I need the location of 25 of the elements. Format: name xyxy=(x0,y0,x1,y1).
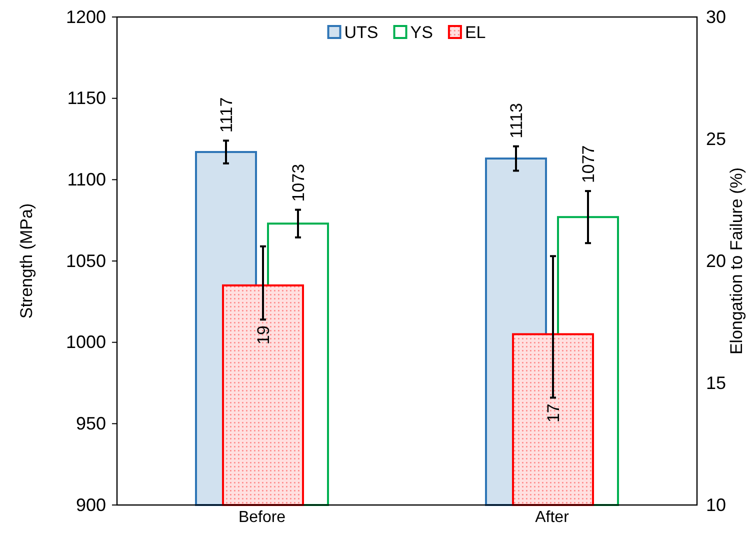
data-label: 19 xyxy=(254,326,273,344)
y-tick-label: 1050 xyxy=(66,250,106,271)
x-tick-label: After xyxy=(535,509,570,526)
y-tick-label: 1200 xyxy=(66,6,106,27)
data-label: 1077 xyxy=(579,145,598,184)
y-tick-label: 1100 xyxy=(67,169,106,190)
y2-tick-label: 25 xyxy=(706,128,726,149)
y-axis-title: Strength (MPa) xyxy=(17,203,36,319)
y-tick-label: 950 xyxy=(76,413,106,434)
data-label: 1073 xyxy=(289,164,308,202)
x-tick-label: Before xyxy=(238,509,286,526)
y2-tick-label: 30 xyxy=(706,6,726,27)
data-label: 17 xyxy=(544,404,563,423)
legend-label: UTS xyxy=(344,23,378,42)
y-tick-label: 1150 xyxy=(67,88,106,108)
data-label: 1113 xyxy=(507,103,526,138)
y2-tick-label: 10 xyxy=(706,494,726,515)
y2-tick-label: 15 xyxy=(706,372,726,393)
legend-label: EL xyxy=(464,23,486,42)
y2-axis-title: Elongation to Failure (%) xyxy=(727,167,746,355)
legend-label: YS xyxy=(410,23,433,42)
y2-tick-label: 20 xyxy=(706,250,726,271)
data-label: 1117 xyxy=(217,97,236,133)
y-tick-label: 1000 xyxy=(66,332,106,352)
y-tick-label: 900 xyxy=(76,494,106,515)
